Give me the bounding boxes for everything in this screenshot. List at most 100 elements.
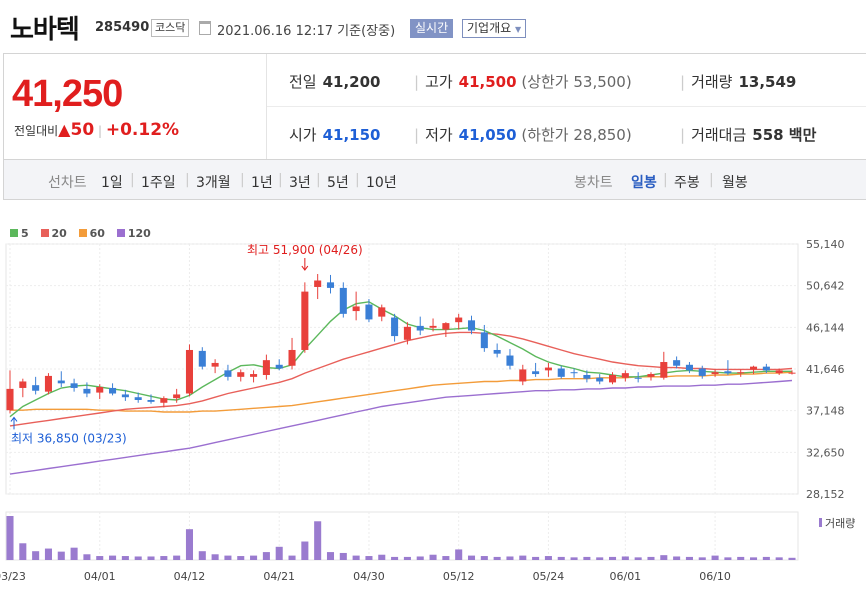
high-marker-arrowhead <box>301 265 309 271</box>
divider: | <box>709 172 714 188</box>
divider: | <box>97 124 103 138</box>
candle-body <box>570 372 578 374</box>
low-label: 저가 <box>425 126 453 144</box>
candle-body <box>288 349 296 366</box>
y-tick-label: 41,646 <box>806 363 845 376</box>
ma-legend: 5 20 60 120 <box>10 227 159 240</box>
low-value: 41,050 <box>458 126 517 144</box>
candle-daily[interactable]: 일봉 <box>631 175 657 191</box>
candle-body <box>211 362 219 367</box>
prev-value: 41,200 <box>322 73 381 91</box>
period-1w[interactable]: 1주일 <box>141 175 176 191</box>
line-chart-label: 선차트 <box>48 175 87 191</box>
volume-bar <box>134 556 142 560</box>
candle-body <box>44 375 52 392</box>
candle-body <box>711 372 719 375</box>
amount-label: 거래대금 <box>691 126 747 144</box>
candle-body <box>416 325 424 331</box>
period-1y[interactable]: 1년 <box>251 175 273 191</box>
volume-bar <box>391 556 399 560</box>
candle-body <box>19 381 27 388</box>
volume-bar <box>6 516 14 560</box>
volume-bar <box>455 549 463 560</box>
candle-body <box>660 362 668 378</box>
stock-header: 노바텍 285490 코스닥 2021.06.16 12:17 기준(장중) 실… <box>0 0 866 46</box>
volume-bar <box>532 556 540 560</box>
prev-close: 전일 41,200 <box>289 71 381 92</box>
candle-body <box>750 366 758 370</box>
candle-body <box>685 364 693 371</box>
candle-body <box>250 374 258 377</box>
realtime-button[interactable]: 실시간 <box>410 19 454 38</box>
volume-bar <box>621 556 629 560</box>
volume-bar <box>608 556 617 560</box>
x-tick-label: 04/21 <box>263 570 295 583</box>
calendar-icon <box>199 21 211 35</box>
candle-body <box>532 371 540 375</box>
candle-monthly[interactable]: 월봉 <box>722 175 748 191</box>
volume-bar <box>378 554 386 560</box>
candle-body <box>737 372 745 374</box>
market-badge: 코스닥 <box>151 19 190 37</box>
volume-bar <box>544 556 552 560</box>
period-10y[interactable]: 10년 <box>366 175 397 191</box>
stock-name: 노바텍 <box>10 15 80 45</box>
change-label: 전일대비 <box>14 124 59 138</box>
candle-body <box>647 374 655 377</box>
low-price: | 저가 41,050 (하한가 28,850) <box>414 124 632 145</box>
chart-toolbar: 선차트 1일 | 1주일 | 3개월 | 1년 | 3년 | 5년 | 10년 … <box>3 160 866 200</box>
volume-bar <box>198 551 206 560</box>
period-3y[interactable]: 3년 <box>289 175 311 191</box>
candle-body <box>596 377 604 382</box>
candle-body <box>96 387 104 393</box>
volume-bar <box>762 556 770 560</box>
volume-label: 거래량 <box>691 73 733 91</box>
y-tick-label: 50,642 <box>806 280 845 293</box>
ma60-line <box>10 371 793 413</box>
divider: | <box>680 73 686 91</box>
volume-bar <box>647 556 655 560</box>
x-tick-label: 06/10 <box>699 570 731 583</box>
change-value: 50 <box>70 120 95 140</box>
candle-body <box>621 373 629 378</box>
stock-chart[interactable]: 55,140 50,642 46,144 41,646 37,148 32,650 28,1… <box>0 230 866 592</box>
candle-body <box>673 360 681 366</box>
volume-bar <box>44 548 52 560</box>
ma5-line <box>9 301 792 418</box>
candle-body <box>275 364 283 369</box>
candle-body <box>429 325 437 328</box>
x-tick-label: 04/12 <box>174 570 206 583</box>
volume-bar <box>480 556 488 560</box>
candle-body <box>724 371 732 374</box>
candle-body <box>480 332 488 349</box>
period-5y[interactable]: 5년 <box>327 175 349 191</box>
volume-bar <box>19 543 27 560</box>
company-overview-button[interactable]: 기업개요 ▼ <box>462 19 527 38</box>
x-tick-label: 03/23 <box>0 570 26 583</box>
volume-bar <box>237 556 245 560</box>
candle-body <box>775 370 783 374</box>
amount-value: 558 백만 <box>752 126 817 144</box>
candle-body <box>698 368 706 376</box>
volume-bar <box>224 555 232 560</box>
current-price: 41,250 <box>12 73 123 115</box>
divider: | <box>355 172 360 188</box>
volume-bar <box>121 556 129 560</box>
period-1d[interactable]: 1일 <box>101 175 123 191</box>
divider: | <box>414 73 420 91</box>
volume-bar <box>339 552 347 560</box>
divider <box>267 106 866 107</box>
volume-bar <box>57 551 65 560</box>
volume-bar <box>788 557 796 560</box>
volume-bar <box>442 556 450 560</box>
candle-weekly[interactable]: 주봉 <box>674 175 700 191</box>
candle-body <box>467 320 476 331</box>
period-3m[interactable]: 3개월 <box>196 175 231 191</box>
volume-legend-label: 거래량 <box>825 517 855 530</box>
quote-panel: 41,250 전일대비▲50 | +0.12% 전일 41,200 | 고가 41,5… <box>3 53 866 160</box>
chevron-down-icon: ▼ <box>515 25 522 34</box>
volume-bar <box>698 557 706 560</box>
volume-bar <box>173 555 181 560</box>
legend-swatch <box>40 229 49 237</box>
volume-bar <box>557 556 565 560</box>
